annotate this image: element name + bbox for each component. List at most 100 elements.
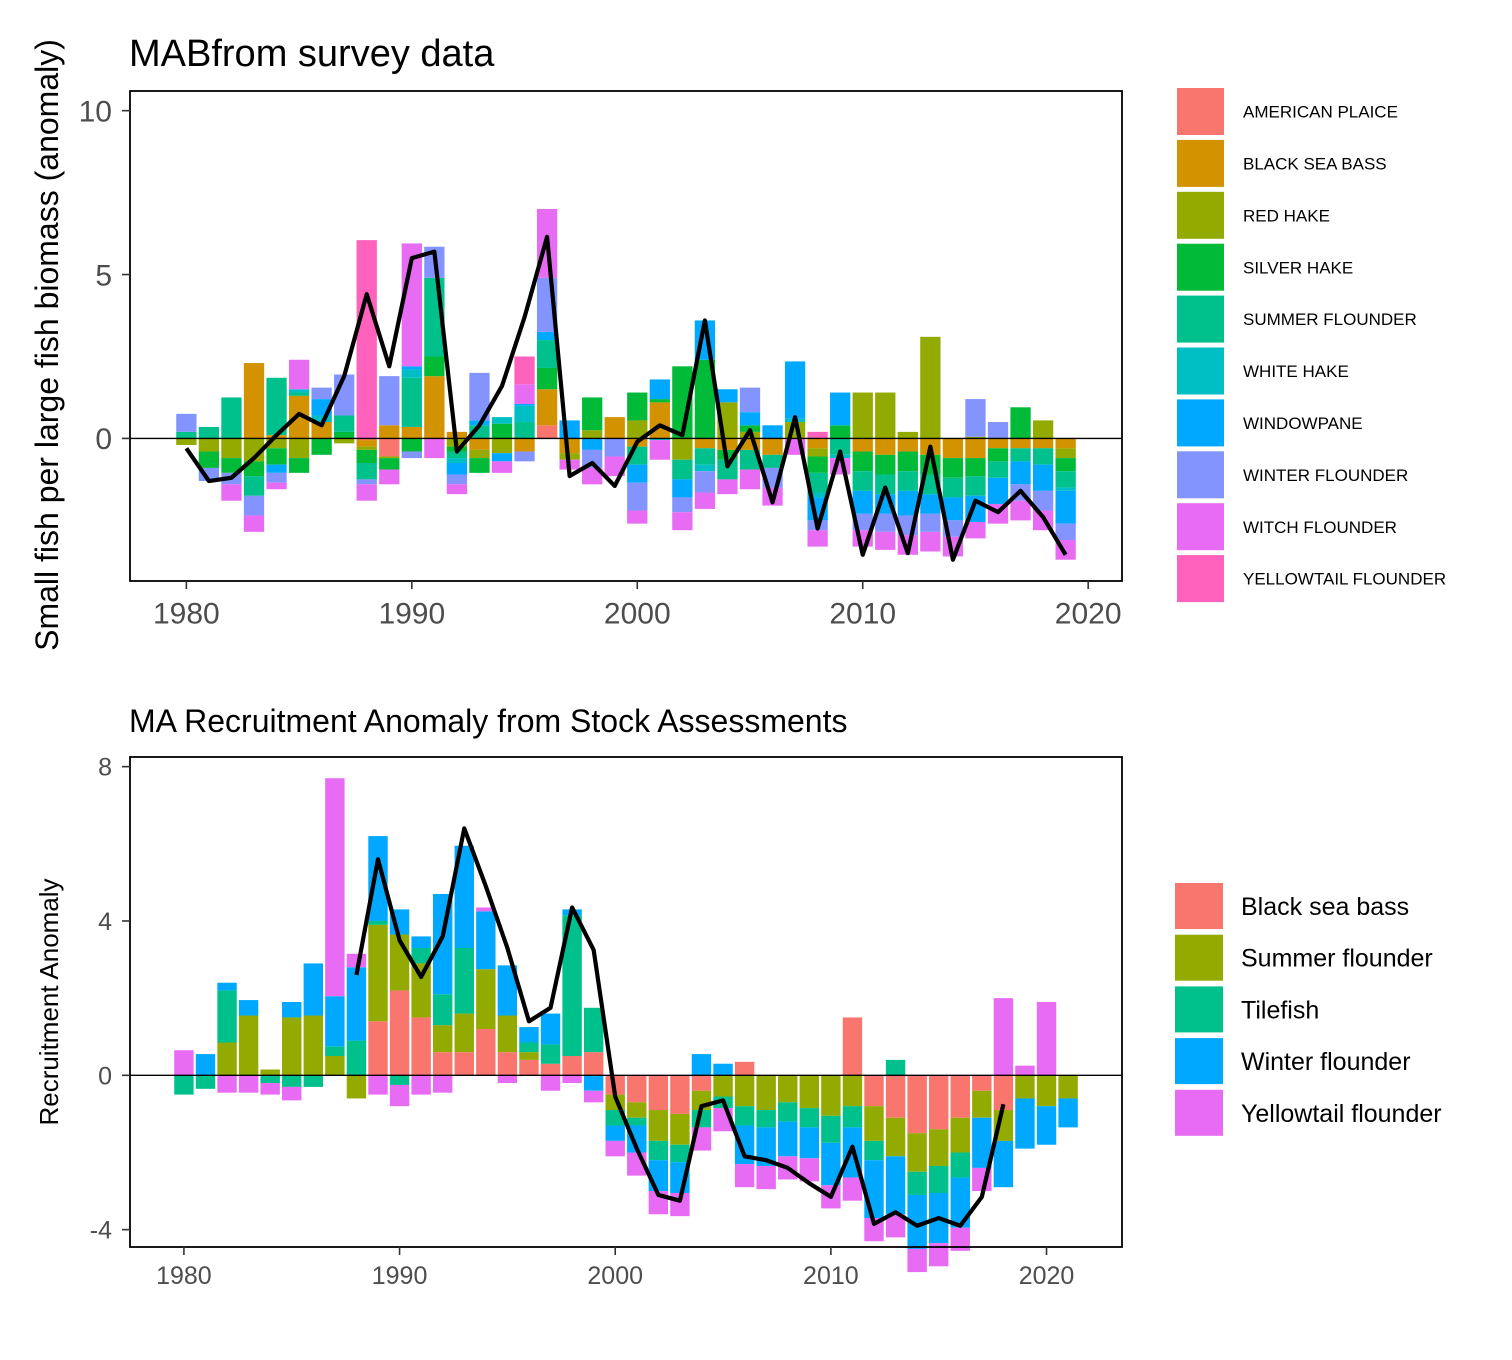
bar-segment [672, 366, 693, 439]
bar-segment [717, 459, 738, 480]
legend-label: SUMMER FLOUNDER [1243, 310, 1417, 329]
y-tick-label: 0 [95, 423, 112, 456]
bar-segment [605, 1140, 625, 1157]
bar-segment [897, 431, 918, 439]
legend-swatch [1177, 503, 1224, 551]
bar-segment [691, 1075, 712, 1091]
bar-segment [950, 1152, 970, 1178]
bar-segment [243, 363, 265, 439]
bar-segment [497, 1052, 518, 1076]
bar-segment [424, 438, 445, 459]
bar-segment [174, 1075, 194, 1095]
bar-segment [356, 479, 377, 485]
bar-segment [311, 422, 332, 439]
bar-segment [583, 1075, 604, 1091]
bar-segment [807, 438, 828, 449]
bar-segment [627, 510, 648, 524]
bar-segment [965, 436, 986, 439]
bar-segment [965, 399, 986, 437]
y-tick-label: -4 [90, 1217, 112, 1245]
bar-segment [368, 836, 388, 921]
bar-segment [401, 369, 422, 378]
bar-segment [243, 515, 265, 532]
recruitment-legend: Black sea bass Summer flounder Tilefish Win… [1175, 883, 1442, 1136]
bar-segment [885, 1117, 906, 1157]
bar-segment [432, 1025, 453, 1053]
bar-segment [1032, 438, 1054, 449]
bar-segment [288, 359, 310, 390]
bar-segment [604, 456, 625, 477]
bar-segment [389, 1084, 410, 1107]
bar-segment [875, 392, 896, 439]
legend-label: SILVER HAKE [1243, 258, 1353, 277]
bar-segment [379, 456, 400, 459]
bar-segment [1010, 500, 1031, 521]
legend-label: YELLOWTAIL FLOUNDER [1243, 570, 1446, 589]
bar-segment [821, 1075, 841, 1116]
bar-segment [920, 513, 941, 532]
bar-segment [987, 477, 1009, 504]
bar-segment [379, 469, 400, 485]
bar-segment [1055, 448, 1076, 459]
bar-segment [1032, 448, 1054, 465]
bar-segment [950, 1177, 970, 1228]
bar-segment [176, 413, 197, 432]
bar-segment [1036, 1106, 1057, 1145]
bar-segment [648, 1075, 669, 1111]
bar-segment [627, 464, 648, 483]
bar-segment [1055, 490, 1076, 524]
bar-segment [649, 440, 670, 460]
bar-segment [875, 474, 896, 495]
recruitment-axes: 1980 1990 2000 2010 2020 -4 0 4 8 [90, 754, 1075, 1290]
bar-segment [897, 471, 918, 491]
bar-segment [1055, 487, 1076, 491]
bar-segment [1055, 471, 1076, 488]
bar-segment [401, 438, 422, 452]
bar-segment [1010, 461, 1031, 485]
bar-segment [734, 1106, 755, 1126]
legend-label: Summer flounder [1241, 945, 1433, 973]
bar-segment [1036, 1002, 1057, 1076]
bar-segment [411, 963, 431, 1018]
survey-total-line [184, 234, 1068, 562]
bar-segment [670, 1113, 690, 1145]
survey-plot-frame [129, 90, 1123, 582]
recruitment-total-line [354, 826, 1006, 1228]
bar-segment [907, 1194, 927, 1249]
bar-segment [536, 331, 558, 341]
bar-segment [762, 425, 783, 439]
bar-segment [605, 1110, 625, 1126]
bar-segment [907, 1248, 927, 1273]
bar-segment [540, 1044, 561, 1064]
bar-segment [469, 458, 490, 473]
bar-segment [670, 1144, 690, 1163]
bar-segment [368, 924, 388, 1022]
bar-segment [491, 423, 513, 439]
bar-segment [266, 448, 287, 465]
bar-segment [562, 1056, 582, 1076]
bar-segment [217, 1042, 237, 1076]
bar-segment [627, 1075, 647, 1103]
bar-segment [1015, 1065, 1035, 1076]
bar-segment [864, 1106, 884, 1141]
bar-segment [928, 1165, 949, 1193]
bar-segment [221, 397, 242, 439]
bar-segment [1032, 490, 1054, 511]
bar-segment [174, 1050, 194, 1076]
bar-segment [1010, 448, 1031, 462]
bar-segment [266, 377, 287, 436]
bar-segment [739, 469, 761, 490]
legend-label: WHITE HAKE [1243, 362, 1349, 381]
bar-segment [830, 392, 851, 426]
bar-segment [799, 1127, 820, 1159]
bar-segment [221, 484, 242, 501]
bar-segment [346, 1040, 367, 1076]
bar-segment [627, 420, 648, 439]
bar-segment [799, 1108, 820, 1128]
x-tick-label: 2000 [587, 1262, 643, 1290]
bar-segment [288, 389, 310, 393]
bar-segment [582, 430, 603, 439]
legend-label: WITCH FLOUNDER [1243, 518, 1397, 537]
bar-segment [672, 459, 693, 480]
